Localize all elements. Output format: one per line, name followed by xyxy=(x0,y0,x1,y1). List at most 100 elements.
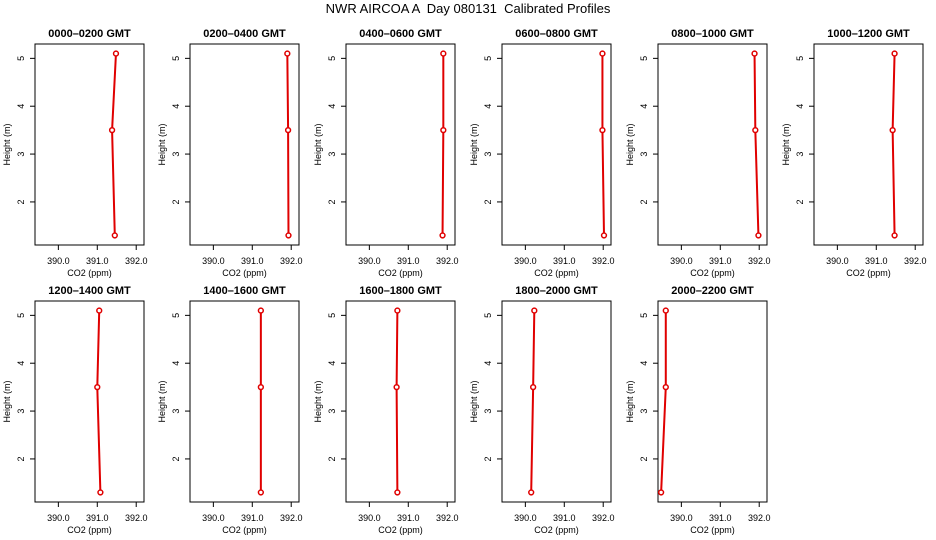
data-point xyxy=(440,126,447,134)
y-tick-label: 2 xyxy=(639,199,649,204)
panel-title: 0400–0600 GMT xyxy=(359,28,442,40)
x-tick-label: 390.0 xyxy=(202,513,225,523)
y-tick-label: 5 xyxy=(639,56,649,61)
data-point xyxy=(285,232,292,239)
y-tick-label: 3 xyxy=(16,152,26,157)
panel-3: 0400–0600 GMT 390.0 391.0 392.0 CO2 (ppm) 2 3 4… xyxy=(313,28,458,278)
x-tick-label: 390.0 xyxy=(670,513,693,523)
panel-title: 0600–0800 GMT xyxy=(515,28,598,40)
plot-frame xyxy=(189,43,300,246)
data-point xyxy=(257,307,265,314)
panel-title: 1800–2000 GMT xyxy=(515,285,598,297)
panel-6: 1000–1200 GMT 390.0 391.0 392.0 CO2 (ppm) 2 3 4… xyxy=(781,28,926,278)
data-point xyxy=(657,489,665,496)
x-tick-label: 392.0 xyxy=(436,256,459,266)
y-axis-label: Height (m) xyxy=(313,380,323,422)
y-tick-label: 3 xyxy=(16,409,26,414)
panel-title: 1000–1200 GMT xyxy=(827,28,910,40)
y-tick-label: 5 xyxy=(16,56,26,61)
x-axis-label: CO2 (ppm) xyxy=(534,268,579,278)
plot-frame xyxy=(501,43,612,246)
data-point xyxy=(284,126,292,134)
data-point xyxy=(891,50,898,57)
panel-title: 1600–1800 GMT xyxy=(359,285,442,297)
panel-title: 0000–0200 GMT xyxy=(48,28,131,40)
data-point xyxy=(889,126,896,134)
x-axis-label: CO2 (ppm) xyxy=(222,268,267,278)
plot-frame xyxy=(345,43,456,246)
y-tick-label: 4 xyxy=(639,361,649,366)
y-axis-label: Height (m) xyxy=(157,123,167,165)
x-tick-label: 391.0 xyxy=(397,513,420,523)
plot-frame xyxy=(345,300,456,503)
y-tick-label: 2 xyxy=(171,456,181,461)
data-point xyxy=(752,126,759,134)
plot-frame xyxy=(813,43,924,246)
plot-frame xyxy=(34,43,145,246)
figure-title: NWR AIRCOA A Day 080131 Calibrated Profi… xyxy=(325,1,611,16)
panel-title: 1400–1600 GMT xyxy=(203,285,286,297)
y-tick-label: 5 xyxy=(327,313,337,318)
x-tick-label: 392.0 xyxy=(592,256,615,266)
y-axis-label: Height (m) xyxy=(625,123,635,165)
panel-4: 0600–0800 GMT 390.0 391.0 392.0 CO2 (ppm) 2 3 4… xyxy=(469,28,614,278)
data-point xyxy=(394,307,401,314)
data-point xyxy=(600,232,608,239)
y-tick-label: 5 xyxy=(327,56,337,61)
x-tick-label: 390.0 xyxy=(358,256,381,266)
y-tick-label: 3 xyxy=(795,152,805,157)
x-tick-label: 391.0 xyxy=(241,513,264,523)
x-axis-label: CO2 (ppm) xyxy=(534,525,579,535)
x-axis-label: CO2 (ppm) xyxy=(690,525,735,535)
plot-frame xyxy=(657,300,768,503)
y-tick-label: 2 xyxy=(16,456,26,461)
y-tick-label: 5 xyxy=(483,313,493,318)
y-tick-label: 5 xyxy=(795,56,805,61)
x-tick-label: 392.0 xyxy=(748,256,771,266)
y-tick-label: 5 xyxy=(171,313,181,318)
y-tick-label: 3 xyxy=(327,152,337,157)
x-tick-label: 390.0 xyxy=(826,256,849,266)
y-axis-label: Height (m) xyxy=(2,123,12,165)
plot-frame xyxy=(34,300,145,503)
x-tick-label: 390.0 xyxy=(670,256,693,266)
data-point xyxy=(111,232,118,239)
y-tick-label: 4 xyxy=(171,104,181,109)
data-point xyxy=(528,489,535,496)
x-tick-label: 390.0 xyxy=(47,513,70,523)
x-axis-label: CO2 (ppm) xyxy=(378,525,423,535)
x-tick-label: 390.0 xyxy=(514,256,537,266)
panel-1: 0000–0200 GMT 390.0 391.0 392.0 CO2 (ppm) 2 3 4… xyxy=(2,28,147,278)
y-tick-label: 5 xyxy=(639,313,649,318)
profile-line xyxy=(891,53,896,236)
y-tick-label: 2 xyxy=(327,199,337,204)
x-tick-label: 391.0 xyxy=(865,256,888,266)
y-tick-label: 2 xyxy=(483,199,493,204)
profile-line xyxy=(111,53,117,236)
data-point xyxy=(108,126,116,134)
y-tick-label: 5 xyxy=(483,56,493,61)
data-point xyxy=(97,489,104,496)
y-tick-label: 2 xyxy=(483,456,493,461)
y-tick-label: 3 xyxy=(171,152,181,157)
y-tick-label: 2 xyxy=(171,199,181,204)
y-tick-label: 3 xyxy=(171,409,181,414)
panel-5: 0800–1000 GMT 390.0 391.0 392.0 CO2 (ppm) 2 3 4… xyxy=(625,28,770,278)
y-tick-label: 4 xyxy=(16,104,26,109)
data-point xyxy=(751,50,758,57)
y-tick-label: 4 xyxy=(639,104,649,109)
y-tick-label: 4 xyxy=(795,104,805,109)
y-tick-label: 2 xyxy=(16,199,26,204)
y-tick-label: 4 xyxy=(483,104,493,109)
data-point xyxy=(529,383,537,391)
panel-title: 0200–0400 GMT xyxy=(203,28,286,40)
data-point xyxy=(662,307,669,314)
x-tick-label: 391.0 xyxy=(709,256,732,266)
x-tick-label: 391.0 xyxy=(86,256,109,266)
x-tick-label: 391.0 xyxy=(241,256,264,266)
x-tick-label: 390.0 xyxy=(514,513,537,523)
y-tick-label: 4 xyxy=(16,361,26,366)
x-tick-label: 392.0 xyxy=(748,513,771,523)
panel-8: 1400–1600 GMT 390.0 391.0 392.0 CO2 (ppm) 2 3 4… xyxy=(157,285,302,535)
data-point xyxy=(257,383,265,391)
